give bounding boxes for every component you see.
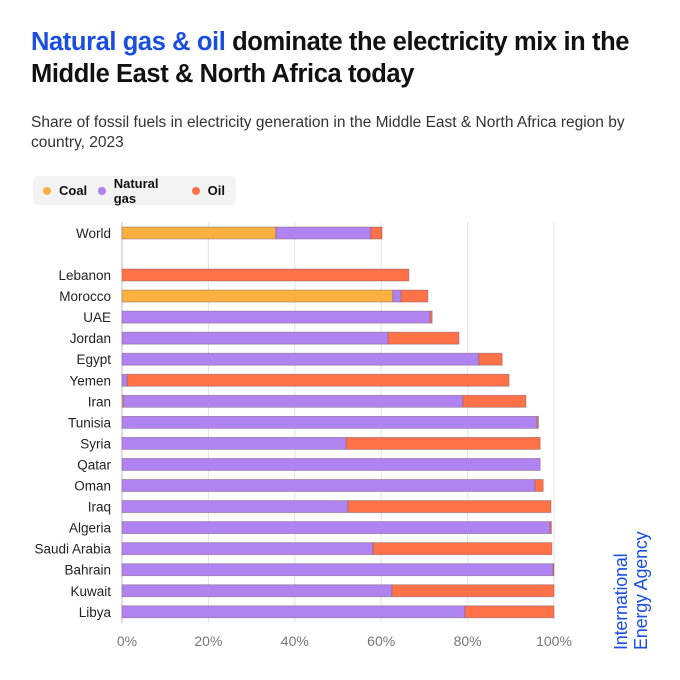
bar-segment-natural-gas bbox=[121, 436, 347, 450]
category-label: Egypt bbox=[76, 352, 111, 367]
bar-segment-oil bbox=[370, 226, 383, 240]
x-tick-label: 100% bbox=[536, 633, 572, 649]
category-label: Oman bbox=[74, 479, 111, 494]
category-label: Iraq bbox=[88, 500, 111, 515]
category-label: UAE bbox=[83, 310, 111, 325]
legend-item-oil[interactable]: Oil bbox=[191, 183, 225, 198]
bar-segment-natural-gas bbox=[121, 331, 389, 345]
category-label: Yemen bbox=[69, 373, 111, 388]
bar-segment-natural-gas bbox=[275, 226, 372, 240]
oil-swatch-icon bbox=[191, 186, 200, 195]
iea-logo: International Energy Agency bbox=[611, 532, 651, 650]
category-label: Jordan bbox=[70, 331, 111, 346]
x-tick-label: 40% bbox=[281, 633, 309, 649]
category-label: Algeria bbox=[69, 521, 112, 536]
title-rest: dominate the electricity mix in the Midd… bbox=[31, 28, 630, 88]
bar-segment-natural-gas bbox=[121, 373, 128, 387]
natural-gas-swatch-icon bbox=[98, 186, 106, 195]
bar-segment-oil bbox=[345, 436, 541, 450]
category-label: Morocco bbox=[59, 289, 111, 304]
bar-segment-natural-gas bbox=[121, 415, 538, 429]
bar-segment-oil bbox=[549, 521, 552, 534]
bar-segment-natural-gas bbox=[121, 479, 536, 492]
bar-segment-oil bbox=[462, 394, 527, 408]
legend: Coal Natural gas Oil bbox=[33, 176, 236, 206]
bar-segment-oil bbox=[536, 415, 539, 429]
category-label: Lebanon bbox=[58, 268, 111, 283]
bar-segment-natural-gas bbox=[121, 605, 466, 619]
category-label: World bbox=[76, 226, 111, 241]
title-highlight: Natural gas & oil bbox=[31, 28, 226, 56]
category-label: Libya bbox=[79, 605, 112, 620]
bar-segment-oil bbox=[372, 542, 553, 556]
category-label: Qatar bbox=[77, 457, 111, 472]
bar-segment-natural-gas bbox=[121, 584, 393, 598]
bar-segment-natural-gas bbox=[121, 500, 349, 513]
category-label: Tunisia bbox=[68, 415, 112, 430]
coal-swatch-icon bbox=[43, 186, 51, 195]
iea-logo-line1: International bbox=[611, 553, 631, 650]
x-tick-label: 60% bbox=[367, 633, 395, 649]
chart-subtitle: Share of fossil fuels in electricity gen… bbox=[31, 114, 625, 151]
bar-segment-oil bbox=[429, 310, 433, 324]
x-tick-label: 20% bbox=[194, 633, 222, 649]
legend-item-natural-gas[interactable]: Natural gas bbox=[98, 176, 180, 206]
legend-label-natural-gas: Natural gas bbox=[113, 175, 159, 206]
bar-segment-oil bbox=[534, 479, 544, 492]
bar-segment-oil bbox=[126, 373, 510, 387]
bar-segment-oil bbox=[387, 331, 460, 345]
legend-label-coal: Coal bbox=[59, 183, 88, 198]
category-label: Bahrain bbox=[64, 563, 111, 578]
bar-segment-natural-gas bbox=[121, 352, 480, 366]
bar-segment-natural-gas bbox=[121, 521, 551, 534]
bar-segment-oil bbox=[552, 563, 555, 577]
bar-segment-oil bbox=[400, 289, 429, 303]
legend-label-oil: Oil bbox=[207, 183, 225, 198]
bar-segment-oil bbox=[347, 500, 552, 513]
category-label: Syria bbox=[80, 436, 111, 451]
bar-segment-natural-gas bbox=[121, 310, 431, 324]
category-label: Iran bbox=[88, 394, 111, 409]
iea-logo-line2: Energy Agency bbox=[631, 531, 651, 650]
bar-segment-natural-gas bbox=[121, 563, 554, 577]
x-tick-label: 80% bbox=[454, 633, 482, 649]
category-label: Kuwait bbox=[70, 584, 111, 599]
x-tick-label: 0% bbox=[117, 633, 137, 649]
bar-segment-natural-gas bbox=[121, 458, 541, 471]
bar-segment-natural-gas bbox=[121, 542, 374, 556]
chart-title: Natural gas & oil dominate the electrici… bbox=[31, 26, 651, 90]
bar-segment-natural-gas bbox=[392, 289, 402, 303]
bar-segment-oil bbox=[464, 605, 555, 619]
bar-segment-oil bbox=[121, 268, 410, 282]
bar-segment-coal bbox=[121, 226, 277, 240]
bar-segment-oil bbox=[391, 584, 555, 598]
bar-segment-oil bbox=[478, 352, 503, 366]
bar-segment-coal bbox=[121, 289, 394, 303]
bar-segment-natural-gas bbox=[122, 394, 464, 408]
legend-item-coal[interactable]: Coal bbox=[43, 183, 87, 198]
category-label: Saudi Arabia bbox=[34, 542, 111, 557]
